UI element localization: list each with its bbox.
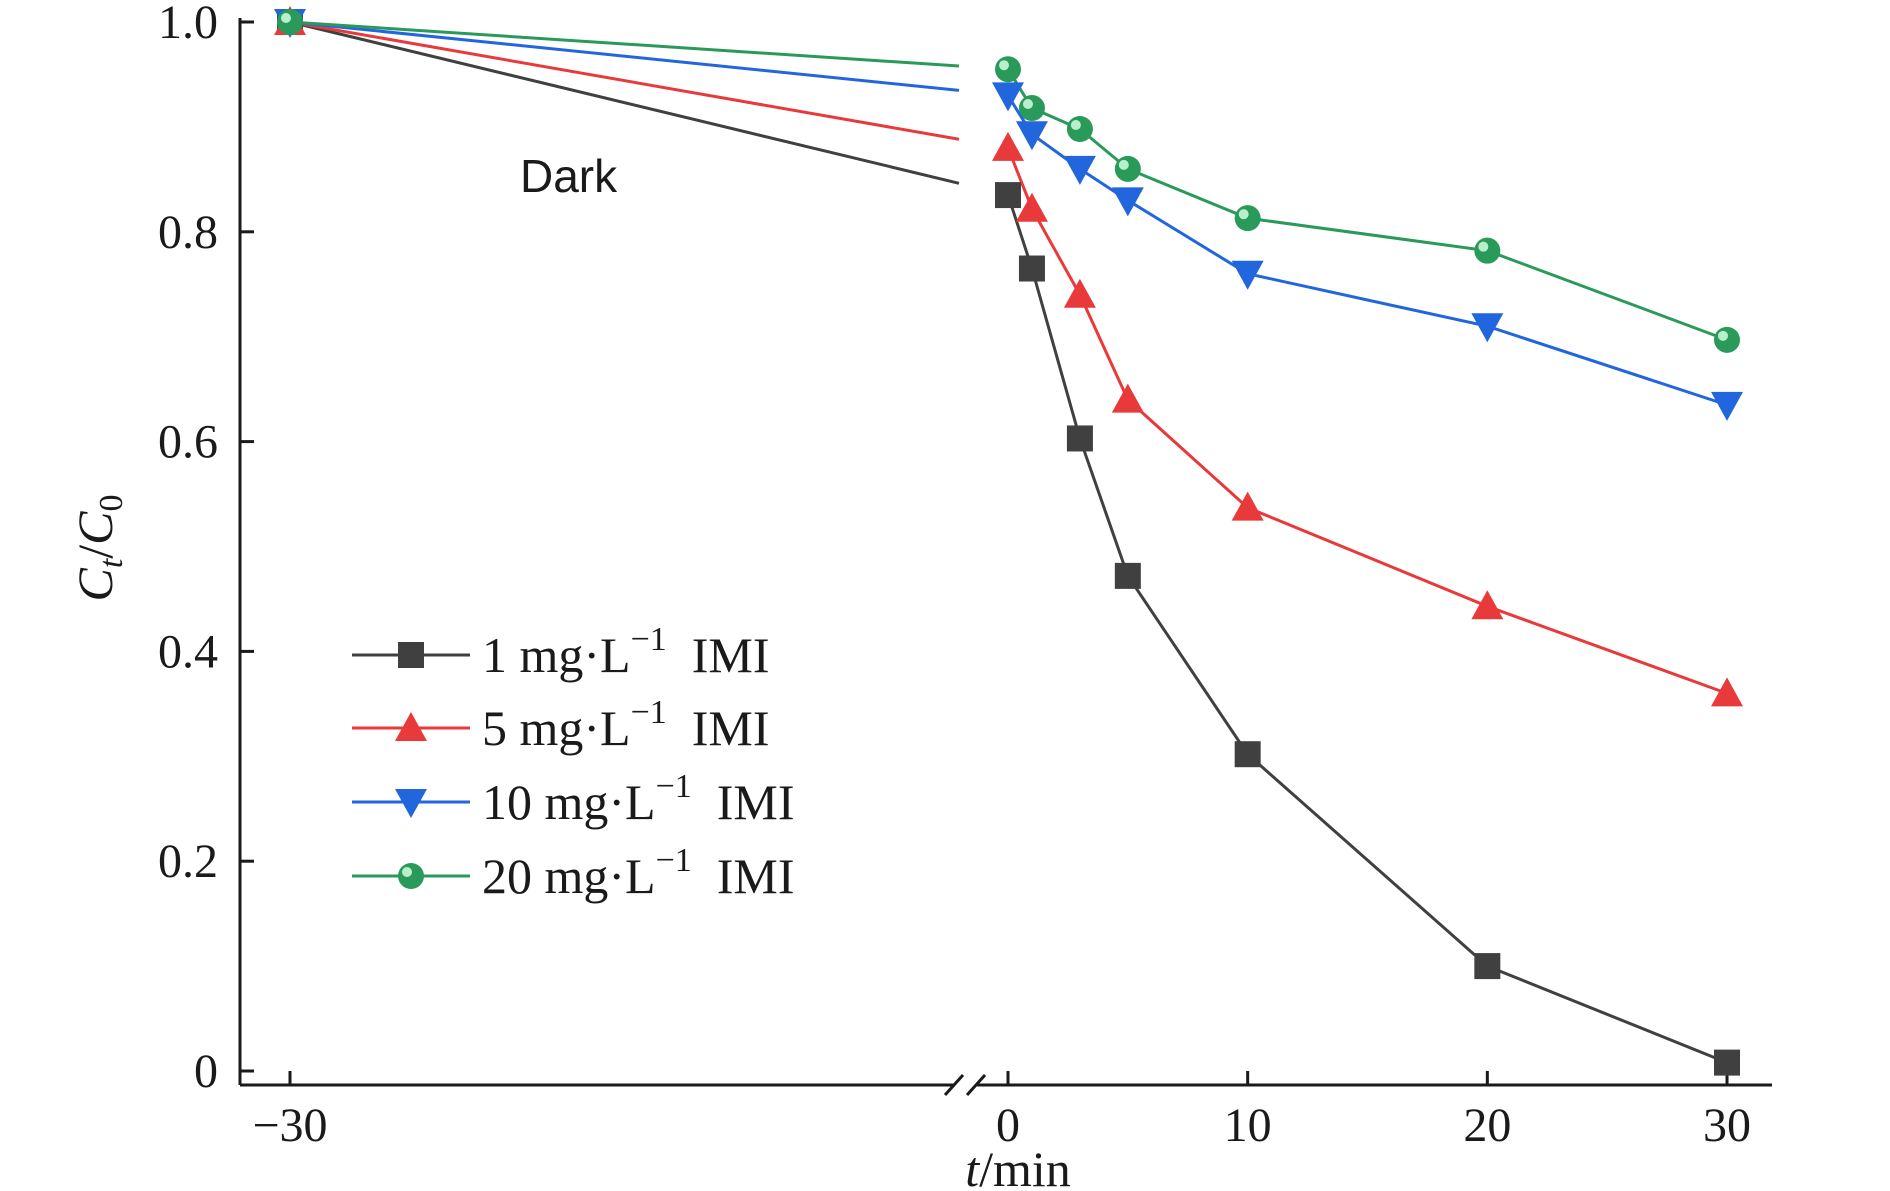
series-2-point [1711, 677, 1743, 707]
series-line-dark-1 [289, 20, 960, 185]
x-axis-title: t/min [965, 1141, 1071, 1191]
series-3-point [1111, 187, 1144, 217]
y-tick-label: 0.8 [158, 206, 218, 259]
series-line-dark-3 [289, 20, 960, 92]
y-tick-label: 1.0 [158, 0, 218, 49]
series-4-point-highlight [281, 13, 291, 23]
series-4-point-highlight [999, 60, 1009, 71]
series-3-point [1015, 121, 1048, 151]
series-3-point [1231, 260, 1264, 290]
legend-label: 10 mg·L−1 IMI [482, 768, 795, 830]
x-tick-label: 20 [1463, 1099, 1511, 1152]
series-1-point [1018, 255, 1045, 282]
series-4-point [1234, 205, 1261, 232]
series-2-point [1063, 278, 1096, 308]
y-axis-title: Ct/C0 [67, 494, 130, 601]
x-tick-label: 0 [996, 1099, 1020, 1152]
series-4-point [1066, 115, 1093, 142]
series-1-point [1114, 562, 1141, 589]
series-line-dark-2 [289, 20, 960, 141]
series-4-point [277, 9, 303, 35]
y-tick-label: 0.4 [158, 625, 218, 678]
series-3-point [992, 82, 1024, 112]
series-4-point-highlight [1478, 241, 1489, 252]
series-4-point-highlight [1118, 159, 1129, 170]
legend-marker [398, 863, 424, 889]
legend-label: 1 mg·L−1 IMI [482, 621, 770, 683]
axes: 0 0.2 0.4 0.6 0.8 1.0 −30 0 10 20 30 t/min Ct/C0 [67, 0, 1772, 1191]
series-markers [274, 6, 1743, 1076]
series-line-dark-4 [289, 20, 960, 68]
series-4-point [1114, 155, 1141, 182]
series-3-point [1711, 391, 1743, 421]
y-tick-label: 0 [194, 1045, 218, 1098]
series-1-point [1474, 953, 1501, 980]
x-tick-label: 10 [1224, 1099, 1272, 1152]
legend: 1 mg·L−1 IMI 5 mg·L−1 IMI 10 mg·L−1 IMI 20 … [352, 621, 795, 904]
series-line-3 [1006, 94, 1728, 407]
series-2-point [992, 131, 1024, 161]
x-tick-label: 30 [1703, 1099, 1751, 1152]
series-2-point [1471, 590, 1504, 620]
legend-marker-highlight [402, 867, 412, 877]
series-4-point-highlight [1022, 99, 1033, 110]
series-line-1 [1006, 194, 1728, 1064]
y-tick-label: 0.6 [158, 416, 218, 469]
series-lines [289, 20, 1728, 1064]
legend-label: 20 mg·L−1 IMI [482, 842, 795, 904]
axis-break-mark [943, 1073, 965, 1097]
legend-marker [395, 789, 427, 818]
series-1-point [995, 182, 1021, 209]
series-4-point [995, 56, 1021, 83]
series-2-point [1231, 491, 1264, 521]
x-tick-label: −30 [252, 1099, 327, 1152]
series-line-2 [1006, 147, 1728, 695]
legend-label: 5 mg·L−1 IMI [482, 694, 770, 756]
series-1-point [1066, 425, 1093, 452]
series-4-point [1018, 95, 1045, 122]
series-4-point-highlight [1070, 119, 1081, 130]
series-4-point-highlight [1718, 330, 1728, 341]
legend-marker [398, 642, 424, 668]
series-2-point [1111, 383, 1144, 413]
y-tick-label: 0.2 [158, 835, 218, 888]
series-4-point-highlight [1238, 209, 1249, 220]
series-1-point [1234, 741, 1261, 768]
series-1-point [1714, 1049, 1740, 1076]
series-3-point [1471, 313, 1504, 343]
axis-break-mark [965, 1073, 987, 1097]
series-4-point [1474, 237, 1501, 264]
series-2-point [1015, 192, 1048, 222]
legend-marker [395, 712, 427, 741]
series-4-point [1714, 326, 1740, 353]
series-3-point [1063, 155, 1096, 185]
annotation-dark: Dark [520, 150, 618, 202]
